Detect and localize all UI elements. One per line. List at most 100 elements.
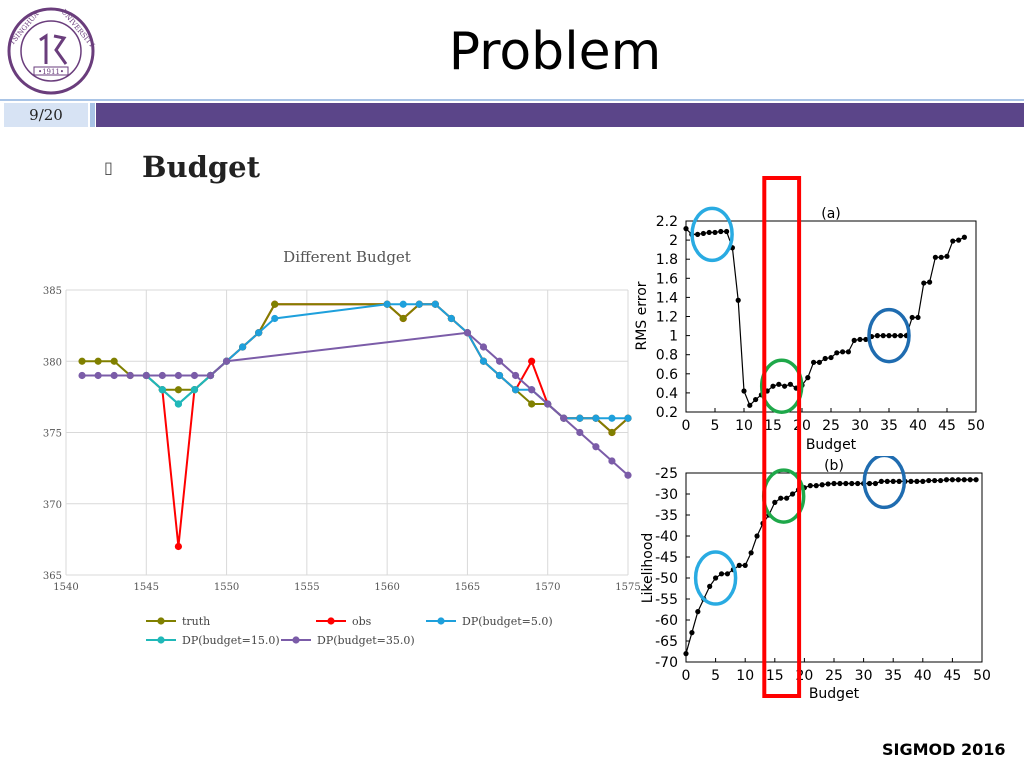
x-tick-label: 0: [682, 418, 691, 434]
y-tick-label: -60: [655, 613, 678, 629]
data-point: [736, 562, 742, 568]
data-point: [915, 314, 921, 321]
data-point: [576, 414, 584, 422]
data-point: [608, 428, 616, 437]
rms-error-chart: 0 5 10 15 20 25 30 35 40 45 50 0.2 0.4 0.6 0.8 1 1.2 1.4 1…: [634, 206, 985, 453]
bullet-text: Budget: [142, 150, 260, 184]
subplot-label: (a): [821, 206, 841, 222]
data-point: [949, 477, 955, 483]
data-point: [683, 651, 689, 657]
legend-marker: [327, 617, 335, 625]
data-point: [683, 226, 689, 232]
data-point: [528, 400, 536, 408]
x-tick-label: 10: [736, 668, 754, 684]
data-point: [689, 630, 695, 636]
data-point: [927, 279, 933, 285]
y-tick-label: 370: [43, 500, 62, 511]
data-point: [932, 254, 938, 260]
y-tick-label: 0.2: [656, 405, 678, 421]
data-point: [110, 357, 118, 365]
data-point: [239, 343, 247, 351]
data-point: [921, 280, 927, 286]
y-tick-label: -35: [655, 508, 678, 524]
university-logo: •1911• TSINGHUA UNIVERSITY: [7, 7, 96, 95]
data-point: [724, 571, 731, 577]
x-tick-label: 20: [793, 418, 811, 434]
y-tick-label: 1.4: [656, 290, 678, 306]
data-point: [174, 371, 182, 380]
data-point: [222, 357, 231, 365]
data-point: [914, 478, 920, 484]
y-tick-label: -65: [655, 634, 678, 650]
legend-marker: [157, 617, 165, 625]
data-point: [78, 357, 86, 365]
data-point: [807, 483, 813, 489]
data-point: [880, 333, 886, 339]
data-point: [866, 480, 873, 487]
data-point: [872, 480, 879, 487]
legend-marker: [292, 636, 300, 644]
data-point: [624, 414, 632, 422]
x-tick-label: 30: [851, 418, 869, 434]
data-point: [937, 477, 944, 484]
legend-marker: [437, 617, 445, 625]
data-point: [855, 480, 861, 487]
y-tick-label: 2.2: [656, 214, 678, 230]
x-tick-label: 50: [967, 418, 985, 434]
data-point: [837, 480, 843, 487]
x-tick-label: 1560: [374, 582, 399, 593]
data-point: [825, 481, 831, 487]
y-tick-label: 1.6: [656, 271, 678, 287]
data-point: [718, 228, 724, 235]
data-point: [795, 487, 802, 493]
data-point: [495, 357, 504, 365]
highlight-circle: [862, 456, 907, 510]
x-tick-label: 45: [943, 668, 961, 684]
y-tick-label: 0.6: [656, 367, 678, 383]
data-point: [784, 495, 790, 501]
data-point: [805, 375, 811, 381]
series-line: [685, 228, 965, 407]
data-point: [890, 478, 896, 484]
data-point: [126, 371, 134, 380]
data-point: [778, 495, 784, 501]
legend-marker: [157, 636, 165, 644]
data-point: [724, 228, 730, 235]
x-tick-label: 0: [682, 668, 691, 684]
data-point: [544, 400, 552, 408]
y-tick-label: 380: [43, 357, 62, 368]
data-point: [174, 542, 182, 551]
data-point: [764, 388, 770, 394]
footer-conference: SIGMOD 2016: [882, 740, 1006, 759]
logo-year: •1911•: [38, 68, 64, 76]
data-point: [528, 386, 536, 394]
data-point: [961, 234, 967, 240]
highlight-circle: [761, 468, 806, 524]
x-tick-label: 5: [711, 668, 720, 684]
data-point: [816, 359, 822, 365]
data-point: [811, 359, 817, 365]
y-axis-label: Likelihood: [640, 533, 656, 604]
data-point: [463, 329, 472, 337]
data-point: [950, 238, 956, 244]
x-tick-label: 1575: [615, 582, 640, 593]
data-point: [695, 231, 701, 237]
data-point: [399, 314, 407, 323]
data-point: [840, 349, 846, 355]
bullet-icon: ▯: [104, 158, 113, 177]
x-tick-label: 20: [795, 668, 813, 684]
data-point: [845, 349, 851, 355]
data-point: [782, 383, 788, 389]
data-point: [512, 371, 520, 380]
data-point: [831, 480, 837, 487]
data-point: [938, 254, 944, 260]
slide-title: Problem: [448, 22, 662, 82]
data-point: [789, 491, 796, 497]
data-point: [431, 300, 439, 308]
data-point: [415, 300, 423, 308]
data-point: [608, 414, 616, 422]
data-point: [878, 478, 884, 484]
data-point: [110, 371, 118, 380]
data-point: [944, 253, 950, 259]
x-tick-label: 1540: [53, 582, 78, 593]
